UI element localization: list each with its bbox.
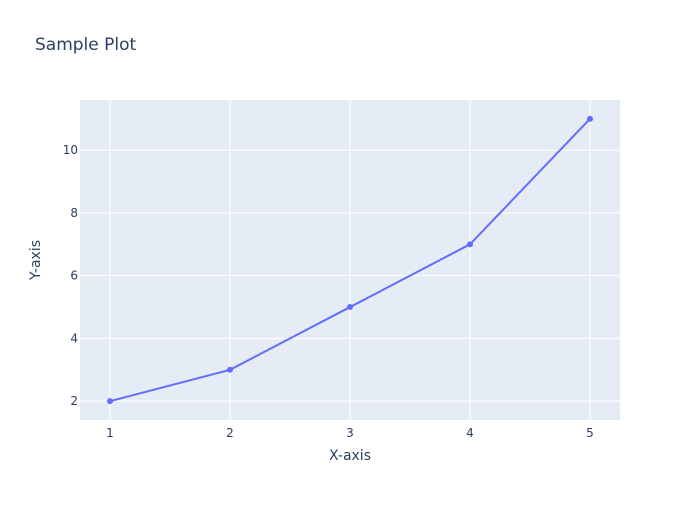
x-tick-label: 4 xyxy=(466,426,474,440)
y-tick-label: 6 xyxy=(70,269,78,283)
x-tick-label: 5 xyxy=(586,426,594,440)
x-tick-labels: 1 2 3 4 5 xyxy=(106,426,594,440)
y-axis-label: Y-axis xyxy=(28,240,44,281)
x-tick-label: 2 xyxy=(226,426,234,440)
y-tick-label: 4 xyxy=(70,331,78,345)
y-tick-labels: 2 4 6 8 10 xyxy=(63,143,78,408)
x-axis-label: X-axis xyxy=(329,448,371,464)
data-point xyxy=(467,241,473,248)
data-point xyxy=(347,304,353,311)
chart-title: Sample Plot xyxy=(35,35,137,55)
y-tick-label: 8 xyxy=(70,206,78,220)
data-point xyxy=(227,366,233,373)
x-tick-label: 3 xyxy=(346,426,354,440)
y-tick-label: 10 xyxy=(63,143,78,157)
x-tick-label: 1 xyxy=(106,426,114,440)
data-point xyxy=(587,115,593,122)
y-gridlines xyxy=(80,149,620,402)
data-point xyxy=(107,398,113,405)
y-tick-label: 2 xyxy=(70,394,78,408)
x-gridlines xyxy=(109,100,591,420)
series-layer xyxy=(107,115,593,405)
